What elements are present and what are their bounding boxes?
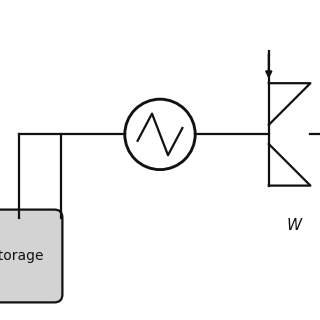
Text: Storage: Storage: [0, 249, 44, 263]
FancyBboxPatch shape: [0, 210, 62, 302]
Text: W: W: [286, 218, 301, 233]
